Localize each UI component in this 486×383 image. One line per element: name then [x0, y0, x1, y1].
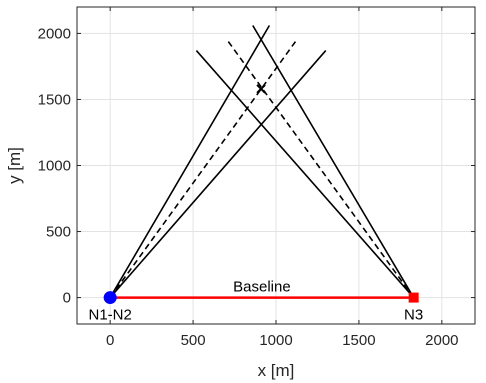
x-tick-label: 2000 [425, 332, 458, 349]
marker-label: N1-N2 [88, 307, 131, 324]
marker-n1-n2 [103, 291, 117, 305]
y-axis-label: y [m] [5, 147, 24, 184]
y-tick-label: 1000 [38, 158, 71, 175]
series-layer [109, 25, 415, 299]
x-tick-label: 500 [181, 332, 206, 349]
x-tick-label: 1500 [342, 332, 375, 349]
y-tick-label: 2000 [38, 25, 71, 42]
x-tick-label: 0 [106, 332, 114, 349]
annotation-layer: N1-N2 N3 Baseline [88, 279, 423, 324]
y-tick-label: 1500 [38, 91, 71, 108]
marker-label: N3 [404, 307, 423, 324]
x-tick-label: 1000 [259, 332, 292, 349]
y-tick-label: 500 [46, 224, 71, 241]
marker-cross [256, 84, 266, 94]
series-line-5 [252, 25, 415, 298]
series-line-4 [195, 50, 415, 299]
marker-layer [103, 84, 419, 305]
series-line-2 [109, 25, 271, 298]
grid [77, 7, 475, 324]
y-tick-label: 0 [63, 290, 71, 307]
baseline-label: Baseline [233, 279, 291, 296]
tick-layer: 0 500 1000 1500 2000 0 500 1000 1500 2000 [38, 7, 475, 349]
x-axis-label: x [m] [258, 361, 295, 380]
marker-n3 [408, 292, 419, 303]
series-line-1 [109, 50, 327, 299]
series-line-3 [109, 38, 299, 299]
label-layer: x [m] y [m] [5, 147, 294, 380]
series-line-6 [225, 38, 415, 299]
